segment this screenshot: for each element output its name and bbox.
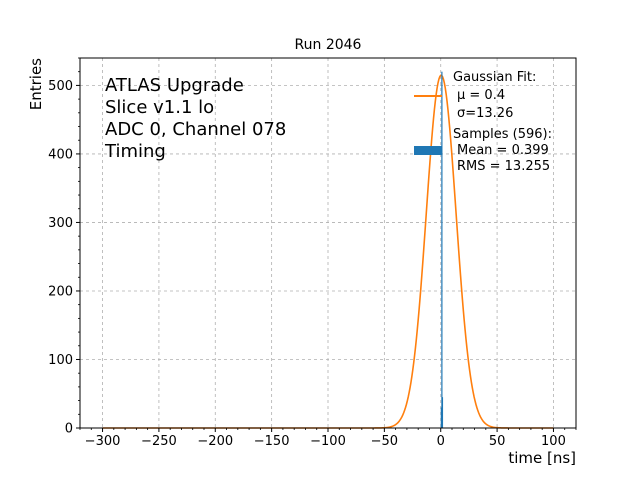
axis-ticks: −300 −250 −200 −150 −100 −50 0 50 100 0 100 200 300 4…: [48, 57, 577, 449]
y-axis-label: Entries: [27, 58, 45, 110]
histogram-bar: [441, 397, 444, 428]
legend-samples-rms: RMS = 13.255: [457, 159, 550, 174]
y-tick-label: 500: [48, 79, 73, 94]
histogram-bar: [441, 71, 443, 428]
y-tick-label: 400: [48, 147, 73, 162]
annotation-block: ATLAS Upgrade Slice v1.1 lo ADC 0, Chann…: [104, 75, 286, 162]
x-tick-label: 0: [437, 434, 445, 449]
legend-samples-mean: Mean = 0.399: [457, 143, 549, 158]
annotation-line-1: ATLAS Upgrade: [105, 75, 244, 96]
annotation-line-4: Timing: [104, 141, 166, 162]
legend-samples-swatch: [414, 146, 442, 155]
y-tick-label: 100: [48, 353, 73, 368]
y-tick-label: 0: [65, 422, 73, 437]
annotation-line-2: Slice v1.1 lo: [105, 97, 214, 118]
y-tick-label: 300: [48, 216, 73, 231]
chart-title: Run 2046: [295, 37, 362, 53]
annotation-line-3: ADC 0, Channel 078: [105, 119, 286, 140]
x-tick-label: 100: [541, 434, 566, 449]
x-tick-label: −50: [371, 434, 398, 449]
legend-fit-sigma: σ=13.26: [457, 106, 513, 121]
x-tick-label: −250: [141, 434, 177, 449]
x-tick-label: −200: [197, 434, 233, 449]
x-tick-label: −300: [85, 434, 121, 449]
x-tick-label: 50: [489, 434, 506, 449]
x-axis-label: time [ns]: [508, 449, 576, 467]
y-tick-label: 200: [48, 284, 73, 299]
legend: Gaussian Fit: μ = 0.4 σ=13.26 Samples (5…: [414, 70, 552, 174]
x-tick-label: −100: [310, 434, 346, 449]
legend-fit-mu: μ = 0.4: [457, 88, 505, 103]
legend-samples-title: Samples (596):: [453, 127, 552, 142]
legend-fit-title: Gaussian Fit:: [453, 70, 536, 85]
x-tick-label: −150: [254, 434, 290, 449]
